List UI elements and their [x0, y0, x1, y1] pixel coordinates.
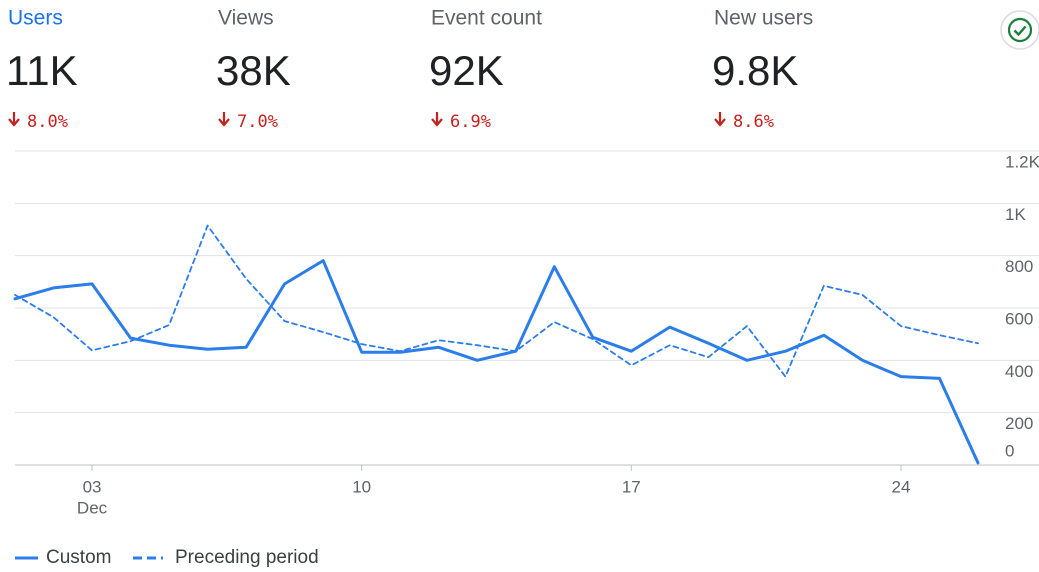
metric-label: Users — [8, 7, 63, 30]
icon-circle — [1007, 17, 1033, 43]
y-tick-label: 0 — [1005, 441, 1014, 460]
down-arrow — [218, 112, 230, 127]
x-tick-label: 17 — [622, 477, 641, 496]
metric[interactable]: Users 11K 8.0% — [6, 7, 78, 132]
metric-value: 11K — [6, 47, 78, 94]
metric-change: 7.0% — [237, 112, 278, 132]
metrics: Users 11K 8.0% Views 38K 7.0% Event coun… — [6, 7, 813, 132]
metric-value: 38K — [216, 47, 291, 94]
status-icon[interactable] — [1000, 10, 1039, 50]
metric[interactable]: New users 9.8K 8.6% — [712, 7, 813, 132]
y-tick-label: 200 — [1005, 414, 1033, 433]
plot: 0 200 400 600 800 1K 1.2K 03 Dec 10 17 24 — [13, 150, 1039, 517]
x-tick-label: 24 — [891, 477, 910, 496]
x-month-label: Dec — [77, 498, 108, 517]
metric-change: 6.9% — [450, 112, 491, 132]
y-tick-label: 1.2K — [1005, 152, 1039, 171]
legend-label: Custom — [46, 547, 111, 568]
x-tick-label: 03 — [83, 477, 102, 496]
down-arrow — [714, 112, 726, 127]
y-tick-label: 600 — [1005, 309, 1033, 328]
metric-change: 8.6% — [733, 112, 774, 132]
metric-label: Event count — [431, 7, 542, 30]
metric[interactable]: Event count 92K 6.9% — [429, 7, 542, 132]
y-tick-label: 800 — [1005, 257, 1033, 276]
metric-label: New users — [714, 7, 813, 30]
metric-label: Views — [218, 7, 274, 30]
down-arrow — [431, 112, 443, 127]
check — [1013, 25, 1027, 37]
x-tick-label: 10 — [352, 477, 371, 496]
y-tick-label: 400 — [1005, 362, 1033, 381]
legend-label: Preceding period — [175, 547, 319, 568]
legend: Custom Preceding period — [15, 547, 319, 568]
series-line — [14, 224, 979, 378]
y-tick-label: 1K — [1005, 205, 1026, 224]
down-arrow — [8, 112, 20, 127]
metric-value: 92K — [429, 47, 504, 94]
metric-change: 8.0% — [27, 112, 68, 132]
metric-value: 9.8K — [712, 47, 798, 94]
icon-ring — [1000, 10, 1039, 50]
series-line — [13, 259, 980, 465]
metric[interactable]: Views 38K 7.0% — [216, 7, 291, 132]
